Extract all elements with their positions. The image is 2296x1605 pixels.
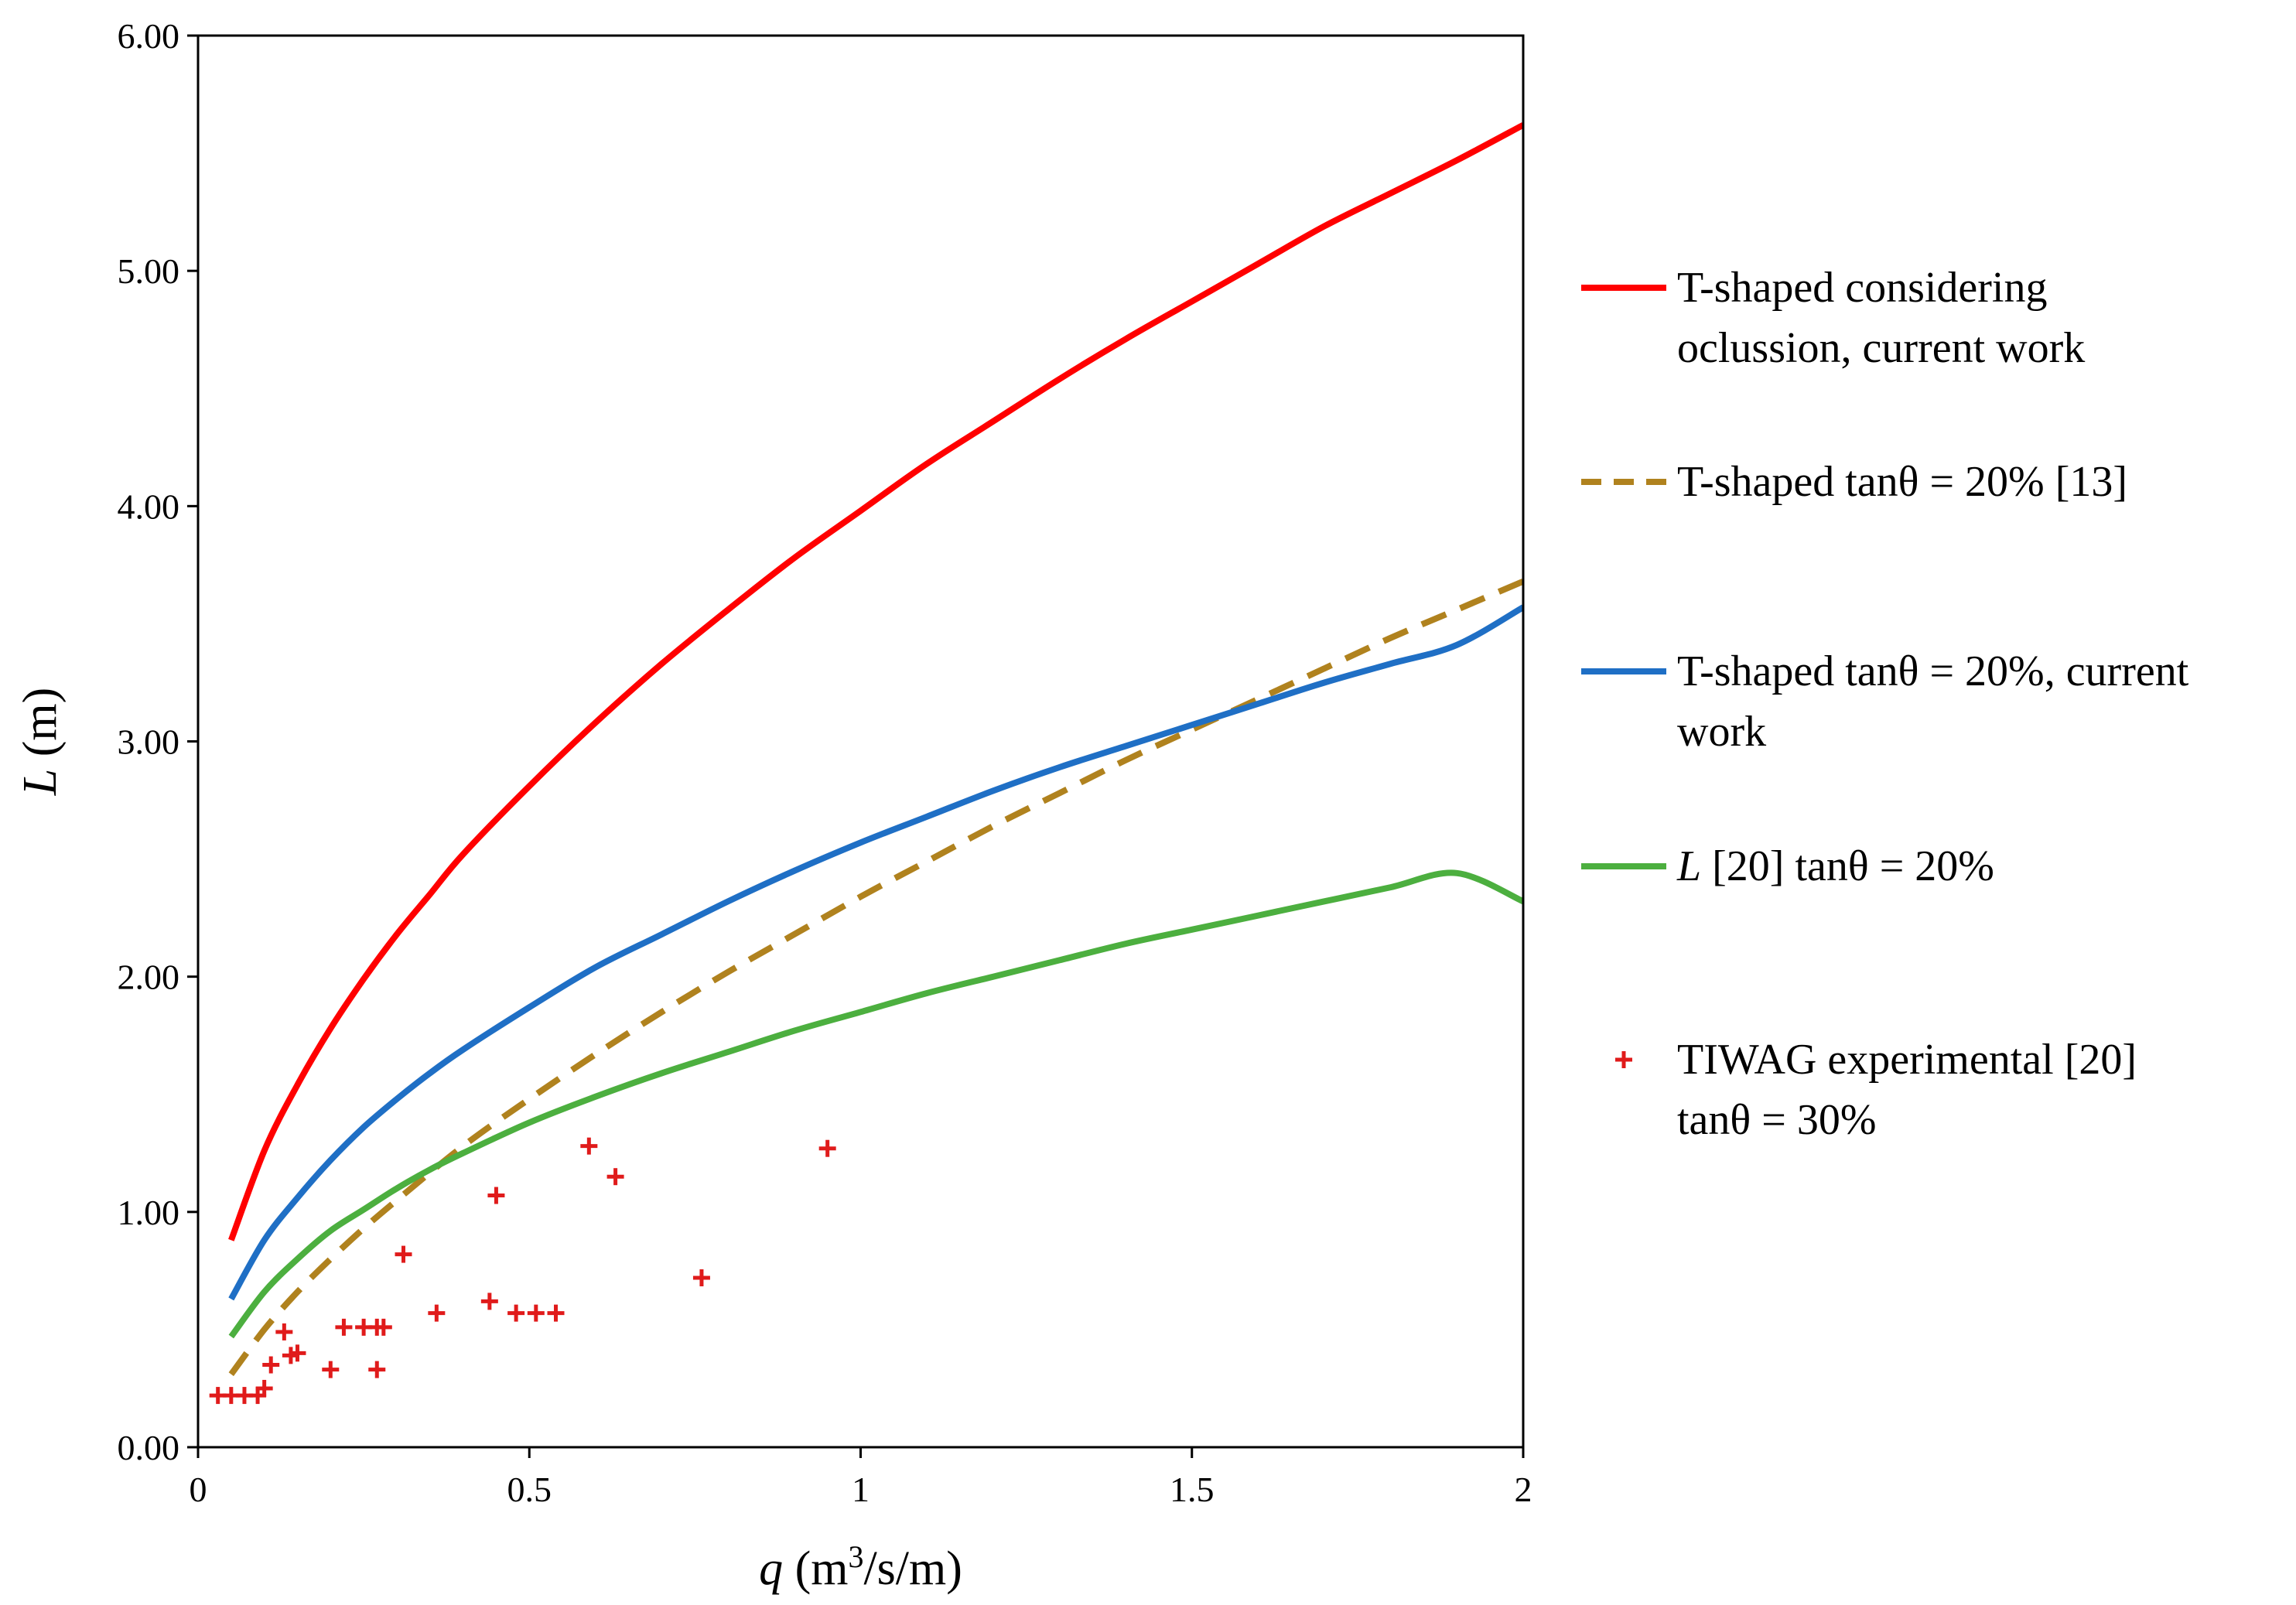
legend-label: TIWAG experimental [20]: [1677, 1036, 2137, 1084]
legend-item-tiwag-experimental-20-tan-30: TIWAG experimental [20] tanθ = 30%: [1615, 1036, 2137, 1144]
legend: T-shaped considering oclussion, current w…: [1581, 264, 2189, 1144]
y-tick-label: 0.00: [118, 1428, 180, 1467]
y-tick-label: 2.00: [118, 958, 180, 997]
data-point-marker: [606, 1168, 624, 1186]
x-tick-label: 1.5: [1170, 1470, 1215, 1509]
data-point-marker: [275, 1323, 293, 1340]
data-point-marker: [374, 1318, 392, 1336]
axes: 0.00 1.00 2.00 3.00 4.00 5.00 6.00 0 0.5 1 1.5 2 q (…: [14, 16, 1532, 1595]
data-point-marker: [692, 1269, 710, 1286]
legend-swatch: [1615, 1051, 1632, 1068]
legend-label: tanθ = 30%: [1677, 1096, 1876, 1144]
y-tick-label: 3.00: [118, 722, 180, 762]
y-tick-label: 5.00: [118, 251, 180, 291]
legend-item-t-shaped-tan-20-13: T-shaped tanθ = 20% [13]: [1581, 458, 2127, 506]
data-point-marker: [547, 1304, 565, 1322]
x-tick-label: 1: [852, 1470, 870, 1509]
x-tick-label: 0: [190, 1470, 207, 1509]
plot-frame: [196, 34, 1525, 1449]
x-tick-label: 2: [1515, 1470, 1532, 1509]
data-point-marker: [255, 1379, 273, 1397]
legend-item-l-20-tan-20: L [20] tanθ = 20%: [1581, 842, 1994, 890]
data-point-marker: [335, 1318, 353, 1336]
legend-label: T-shaped considering: [1677, 264, 2048, 312]
legend-label: oclussion, current work: [1677, 324, 2085, 372]
series-tiwag-experimental-20-tan-30-markers: [209, 1137, 836, 1405]
series-t-shaped-tan-20-current-work-line: [228, 604, 1523, 1301]
series-t-shaped-considering-oclussion-current-work-line: [228, 122, 1523, 1241]
x-tick-label: 0.5: [507, 1470, 552, 1509]
y-axis-title: L (m): [14, 688, 67, 797]
legend-label: work: [1677, 708, 1766, 756]
legend-label: T-shaped tanθ = 20% [13]: [1677, 458, 2127, 506]
data-point-marker: [262, 1356, 280, 1374]
data-point-marker: [322, 1361, 340, 1378]
legend-item-t-shaped-considering-oclussion-current-work: T-shaped considering oclussion, current w…: [1581, 264, 2085, 372]
data-point-marker: [818, 1139, 836, 1157]
plot-area: [209, 122, 1523, 1405]
data-point-marker: [395, 1245, 412, 1263]
data-point-marker: [480, 1293, 498, 1310]
data-point-marker: [368, 1361, 386, 1378]
x-axis-title: q (m3/s/m): [759, 1539, 962, 1595]
data-point-marker: [487, 1187, 505, 1204]
y-tick-label: 1.00: [118, 1193, 180, 1232]
legend-item-t-shaped-tan-20-current-work: T-shaped tanθ = 20%, current work: [1581, 647, 2189, 756]
data-point-marker: [428, 1304, 446, 1322]
data-point-marker: [507, 1304, 525, 1322]
y-tick-label: 4.00: [118, 487, 180, 526]
legend-label: T-shaped tanθ = 20%, current: [1677, 647, 2189, 695]
legend-label: L [20] tanθ = 20%: [1676, 842, 1994, 890]
data-point-marker: [527, 1304, 545, 1322]
y-tick-label: 6.00: [118, 16, 180, 56]
data-point-marker: [580, 1137, 598, 1155]
series-t-shaped-tan-20-13-line: [228, 579, 1523, 1377]
data-point-marker: [289, 1344, 306, 1362]
series-group: [209, 122, 1523, 1405]
series-l-20-tan-20-line: [228, 869, 1523, 1339]
